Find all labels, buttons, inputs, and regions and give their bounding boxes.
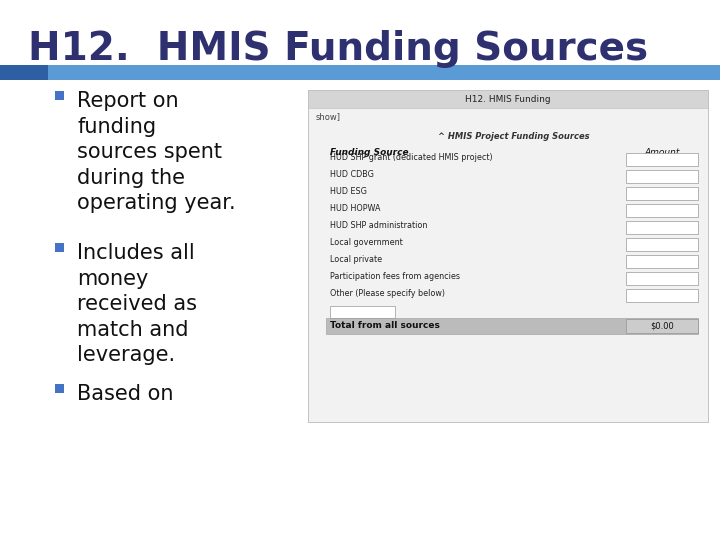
Text: ^ HMIS Project Funding Sources: ^ HMIS Project Funding Sources <box>438 132 590 141</box>
Bar <box>626 204 698 217</box>
Text: Total from all sources: Total from all sources <box>330 321 440 330</box>
Bar <box>626 221 698 234</box>
Bar <box>626 289 698 302</box>
Text: Report on
funding
sources spent
during the
operating year.: Report on funding sources spent during t… <box>77 91 235 213</box>
Bar <box>55 91 64 100</box>
Text: HUD ESG: HUD ESG <box>330 187 367 196</box>
Bar <box>0 65 48 80</box>
Bar <box>48 65 720 80</box>
Text: $0.00: $0.00 <box>650 321 674 330</box>
Text: HUD SHP administration: HUD SHP administration <box>330 221 428 230</box>
Text: Amount: Amount <box>644 148 680 157</box>
Text: Local government: Local government <box>330 238 402 247</box>
Bar <box>626 238 698 251</box>
Bar <box>55 384 64 393</box>
Bar <box>626 272 698 285</box>
Bar <box>308 90 708 108</box>
Text: show]: show] <box>316 112 341 121</box>
Bar <box>55 243 64 252</box>
Text: HUD HOPWA: HUD HOPWA <box>330 204 380 213</box>
Text: Based on: Based on <box>77 384 174 404</box>
Text: Local private: Local private <box>330 255 382 264</box>
Bar <box>626 319 698 333</box>
Text: H12.  HMIS Funding Sources: H12. HMIS Funding Sources <box>28 30 648 68</box>
Text: H12. HMIS Funding: H12. HMIS Funding <box>465 94 551 104</box>
Bar <box>308 90 708 422</box>
Bar <box>626 255 698 268</box>
Text: HUD CDBG: HUD CDBG <box>330 170 374 179</box>
Bar <box>626 187 698 200</box>
Bar <box>626 153 698 166</box>
Text: Other (Please specify below): Other (Please specify below) <box>330 289 445 298</box>
Text: HUD SHP grant (dedicated HMIS project): HUD SHP grant (dedicated HMIS project) <box>330 153 492 162</box>
Text: Includes all
money
received as
match and
leverage.: Includes all money received as match and… <box>77 243 197 366</box>
Text: Funding Source: Funding Source <box>330 148 409 157</box>
Bar <box>330 306 395 318</box>
Text: Participation fees from agencies: Participation fees from agencies <box>330 272 460 281</box>
Bar <box>326 318 698 334</box>
Bar <box>626 170 698 183</box>
